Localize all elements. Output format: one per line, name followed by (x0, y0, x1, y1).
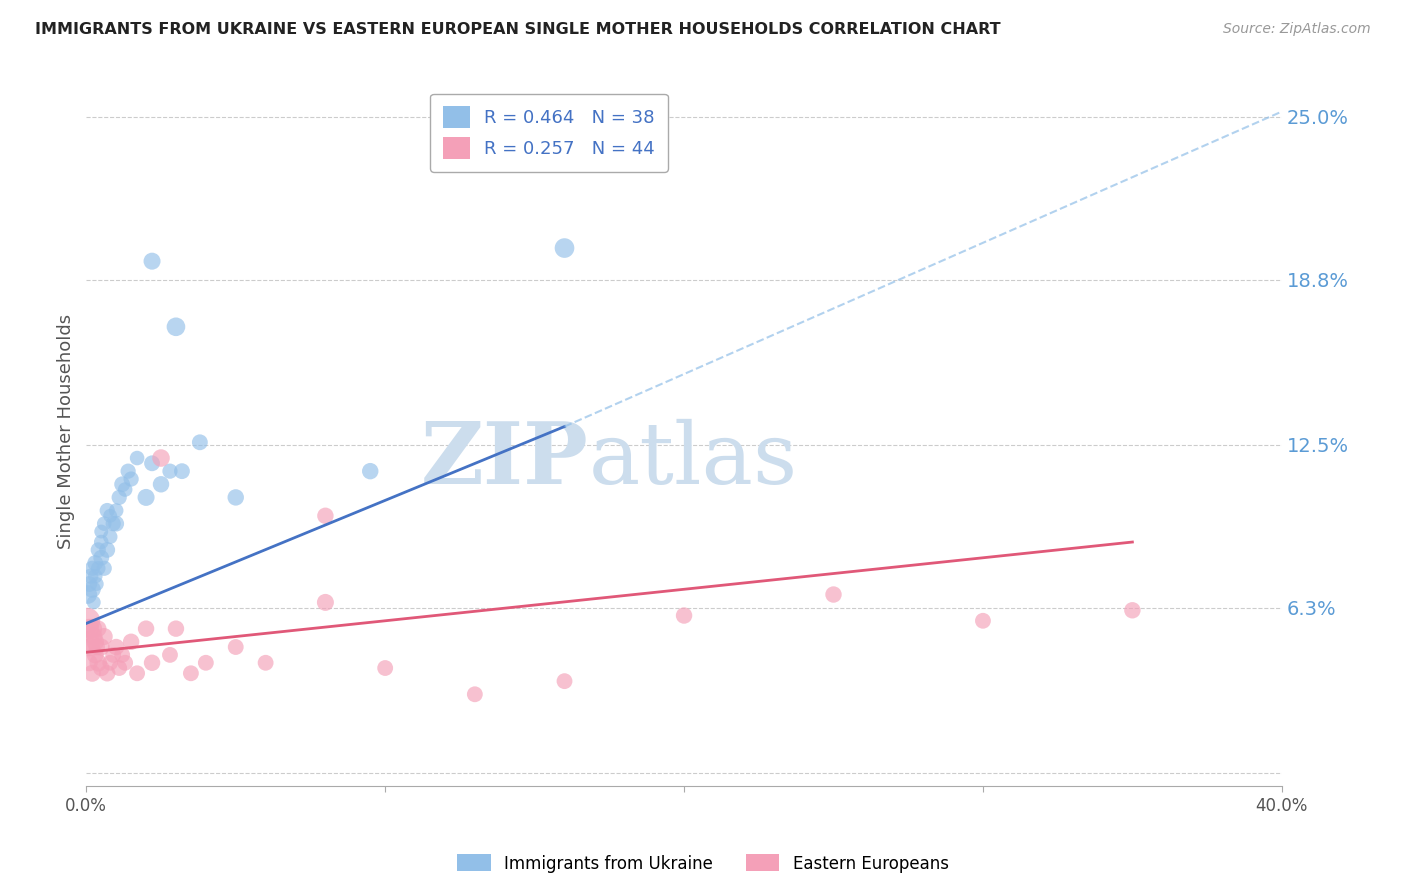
Point (90, 535, 112, 549)
Point (114, 656, 136, 670)
Point (84, 634, 107, 648)
Point (159, 464, 181, 478)
Point (96, 503, 118, 517)
Point (83, 595, 105, 609)
Point (84, 648, 107, 662)
Point (359, 464, 381, 478)
Point (114, 483, 136, 497)
Point (135, 491, 157, 505)
Point (141, 456, 163, 470)
Point (77, 634, 100, 648)
Point (180, 666, 202, 681)
Point (117, 464, 139, 478)
Point (314, 595, 336, 609)
Legend: R = 0.464   N = 38, R = 0.257   N = 44: R = 0.464 N = 38, R = 0.257 N = 44 (430, 94, 668, 172)
Point (84, 569, 107, 583)
Point (120, 634, 142, 648)
Point (120, 472, 142, 486)
Point (170, 464, 193, 478)
Point (673, 608, 696, 623)
Point (86, 577, 108, 591)
Point (194, 656, 217, 670)
Point (111, 477, 134, 491)
Point (90, 640, 112, 654)
Point (150, 477, 173, 491)
Point (141, 656, 163, 670)
Point (93, 561, 115, 575)
Point (165, 319, 187, 334)
Point (82, 561, 104, 575)
Point (108, 491, 131, 505)
Point (80, 569, 103, 583)
Point (96, 666, 118, 681)
Point (82, 666, 104, 681)
Legend: Immigrants from Ukraine, Eastern Europeans: Immigrants from Ukraine, Eastern Europea… (450, 847, 956, 880)
Point (1121, 603, 1143, 617)
Point (93, 516, 115, 531)
Text: ZIP: ZIP (420, 418, 589, 502)
Point (84, 556, 107, 570)
Point (103, 648, 125, 662)
Point (87, 542, 110, 557)
Point (103, 516, 125, 531)
Point (80, 640, 103, 654)
Point (82, 622, 104, 636)
Point (823, 588, 845, 602)
Point (225, 491, 247, 505)
Text: atlas: atlas (589, 418, 797, 501)
Point (105, 640, 128, 654)
Point (87, 622, 110, 636)
Text: IMMIGRANTS FROM UKRAINE VS EASTERN EUROPEAN SINGLE MOTHER HOUSEHOLDS CORRELATION: IMMIGRANTS FROM UKRAINE VS EASTERN EUROP… (35, 22, 1001, 37)
Point (141, 254, 163, 268)
Point (127, 450, 149, 465)
Point (90, 661, 112, 675)
Point (93, 630, 115, 644)
Point (77, 622, 100, 636)
Point (254, 656, 277, 670)
Point (374, 661, 396, 675)
Point (96, 542, 118, 557)
Point (90, 550, 112, 565)
Point (464, 687, 486, 701)
Point (83, 630, 105, 644)
Point (98, 508, 121, 523)
Point (105, 516, 128, 531)
Point (76, 614, 98, 628)
Point (165, 622, 187, 636)
Point (135, 622, 157, 636)
Text: Source: ZipAtlas.com: Source: ZipAtlas.com (1223, 22, 1371, 37)
Point (553, 674, 575, 689)
Point (90, 524, 112, 539)
Y-axis label: Single Mother Households: Single Mother Households (58, 314, 75, 549)
Point (972, 614, 994, 628)
Point (98, 530, 121, 544)
Point (150, 450, 173, 465)
Point (87, 656, 110, 670)
Point (87, 561, 110, 575)
Point (82, 582, 104, 597)
Point (76, 588, 98, 602)
Point (225, 640, 247, 654)
Point (108, 661, 131, 675)
Point (314, 508, 336, 523)
Point (77, 577, 100, 591)
Point (86, 640, 108, 654)
Point (553, 241, 575, 255)
Point (98, 656, 121, 670)
Point (159, 648, 181, 662)
Point (127, 666, 149, 681)
Point (77, 656, 100, 670)
Point (111, 648, 134, 662)
Point (188, 435, 211, 450)
Point (105, 503, 128, 517)
